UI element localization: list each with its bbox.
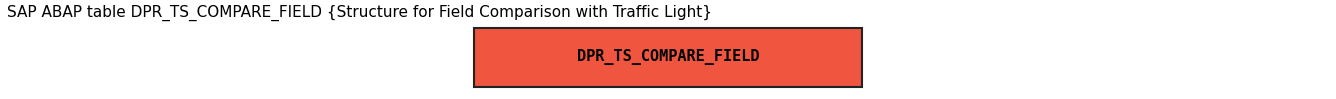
Text: SAP ABAP table DPR_TS_COMPARE_FIELD {Structure for Field Comparison with Traffic: SAP ABAP table DPR_TS_COMPARE_FIELD {Str… bbox=[7, 5, 712, 21]
Text: DPR_TS_COMPARE_FIELD: DPR_TS_COMPARE_FIELD bbox=[577, 49, 759, 65]
Bar bbox=[474, 28, 862, 87]
